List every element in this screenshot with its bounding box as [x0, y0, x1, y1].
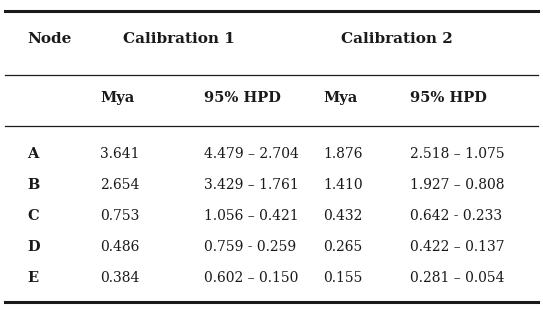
Text: 0.155: 0.155 — [323, 271, 363, 285]
Text: Mya: Mya — [323, 91, 357, 105]
Text: 0.281 – 0.054: 0.281 – 0.054 — [410, 271, 504, 285]
Text: 2.654: 2.654 — [100, 178, 140, 192]
Text: Node: Node — [27, 32, 72, 46]
Text: 95% HPD: 95% HPD — [410, 91, 487, 105]
Text: 0.753: 0.753 — [100, 209, 140, 223]
Text: 3.429 – 1.761: 3.429 – 1.761 — [204, 178, 298, 192]
Text: 0.384: 0.384 — [100, 271, 140, 285]
Text: 0.759 - 0.259: 0.759 - 0.259 — [204, 240, 296, 254]
Text: Calibration 2: Calibration 2 — [340, 32, 452, 46]
Text: 4.479 – 2.704: 4.479 – 2.704 — [204, 147, 299, 161]
Text: A: A — [27, 147, 39, 161]
Text: Mya: Mya — [100, 91, 135, 105]
Text: E: E — [27, 271, 38, 285]
Text: Calibration 1: Calibration 1 — [123, 32, 235, 46]
Text: 0.602 – 0.150: 0.602 – 0.150 — [204, 271, 298, 285]
Text: 2.518 – 1.075: 2.518 – 1.075 — [410, 147, 504, 161]
Text: 0.432: 0.432 — [323, 209, 363, 223]
Text: 0.265: 0.265 — [323, 240, 362, 254]
Text: D: D — [27, 240, 40, 254]
Text: 3.641: 3.641 — [100, 147, 140, 161]
Text: 0.642 - 0.233: 0.642 - 0.233 — [410, 209, 502, 223]
Text: 0.486: 0.486 — [100, 240, 140, 254]
Text: 1.410: 1.410 — [323, 178, 363, 192]
Text: 1.927 – 0.808: 1.927 – 0.808 — [410, 178, 504, 192]
Text: C: C — [27, 209, 39, 223]
Text: 1.876: 1.876 — [323, 147, 363, 161]
Text: 95% HPD: 95% HPD — [204, 91, 281, 105]
Text: B: B — [27, 178, 40, 192]
Text: 0.422 – 0.137: 0.422 – 0.137 — [410, 240, 504, 254]
Text: 1.056 – 0.421: 1.056 – 0.421 — [204, 209, 298, 223]
